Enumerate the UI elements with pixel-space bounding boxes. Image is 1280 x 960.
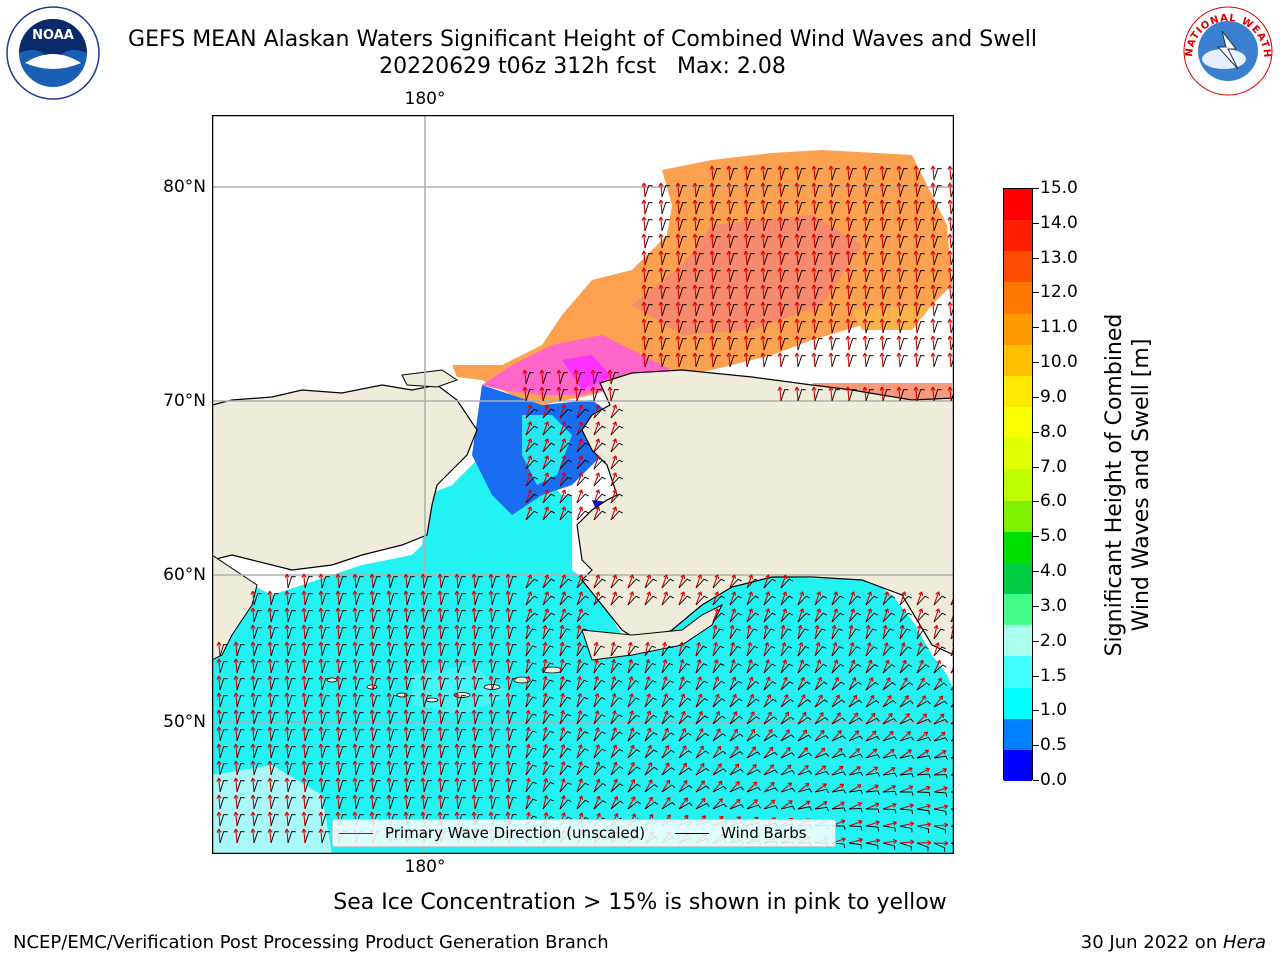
colorbar-tickmark bbox=[1033, 710, 1039, 712]
sea-ice-note: Sea Ice Concentration > 15% is shown in … bbox=[333, 890, 947, 915]
wind-legend-label: Wind Barbs bbox=[721, 824, 807, 842]
colorbar-tick-label: 11.0 bbox=[1040, 317, 1078, 338]
colorbar-tickmark bbox=[1033, 745, 1039, 747]
colorbar bbox=[1003, 188, 1033, 782]
colorbar-segment bbox=[1004, 189, 1032, 221]
colorbar-tick-label: 15.0 bbox=[1040, 178, 1078, 198]
colorbar-tickmark bbox=[1033, 501, 1039, 503]
lat-label-60n: 60°N bbox=[163, 565, 206, 585]
colorbar-tick-label: 2.0 bbox=[1040, 630, 1068, 651]
colorbar-segment bbox=[1004, 407, 1032, 439]
colorbar-segment bbox=[1004, 282, 1032, 315]
colorbar-label: Significant Height of Combined Wind Wave… bbox=[1101, 185, 1155, 785]
colorbar-segment bbox=[1004, 625, 1032, 657]
land-siberia bbox=[212, 384, 478, 571]
colorbar-tickmark bbox=[1033, 362, 1039, 364]
lon-label-top: 180° bbox=[404, 89, 446, 109]
colorbar-segment bbox=[1004, 251, 1032, 283]
colorbar-tickmark bbox=[1033, 327, 1039, 329]
colorbar-tick-label: 13.0 bbox=[1040, 247, 1078, 268]
colorbar-tick-label: 9.0 bbox=[1040, 386, 1068, 407]
colorbar-tick-label: 0.0 bbox=[1040, 770, 1068, 790]
colorbar-tickmark bbox=[1033, 396, 1039, 398]
colorbar-tickmark bbox=[1033, 571, 1039, 573]
lon-label-bottom: 180° bbox=[404, 857, 446, 877]
footer-host: Hera bbox=[1222, 932, 1266, 953]
colorbar-tick-label: 12.0 bbox=[1040, 282, 1078, 303]
colorbar-tick-label: 6.0 bbox=[1040, 491, 1068, 512]
colorbar-tick-label: 8.0 bbox=[1040, 421, 1068, 442]
colorbar-segment bbox=[1004, 687, 1032, 720]
footer-date: 30 Jun 2022 on Hera bbox=[1081, 932, 1266, 953]
colorbar-tickmark bbox=[1033, 257, 1039, 259]
colorbar-segment bbox=[1004, 562, 1032, 595]
colorbar-segment bbox=[1004, 220, 1032, 252]
colorbar-label-line1: Significant Height of Combined bbox=[1102, 313, 1127, 657]
colorbar-label-line2: Wind Waves and Swell [m] bbox=[1129, 338, 1154, 632]
colorbar-tickmark bbox=[1033, 292, 1039, 294]
chart-title: GEFS MEAN Alaskan Waters Significant Hei… bbox=[128, 27, 1037, 52]
noaa-logo-text: NOAA bbox=[32, 28, 74, 43]
colorbar-tick-label: 10.0 bbox=[1040, 352, 1078, 373]
wind-barbs bbox=[219, 168, 954, 853]
wave-legend-swatch bbox=[339, 832, 373, 834]
nws-logo: NATIONAL WEATHER SERVICE bbox=[1180, 3, 1274, 97]
colorbar-tickmark bbox=[1033, 466, 1039, 468]
colorbar-tick-label: 7.0 bbox=[1040, 456, 1068, 477]
colorbar-tickmark bbox=[1033, 431, 1039, 433]
lat-label-70n: 70°N bbox=[163, 391, 206, 411]
colorbar-tick-label: 1.0 bbox=[1040, 700, 1068, 721]
colorbar-segment bbox=[1004, 438, 1032, 470]
map-gridlines bbox=[212, 115, 954, 854]
lat-label-50n: 50°N bbox=[163, 712, 206, 732]
colorbar-tickmark bbox=[1033, 605, 1039, 607]
colorbar-tickmark bbox=[1033, 675, 1039, 677]
colorbar-segment bbox=[1004, 531, 1032, 564]
colorbar-segment bbox=[1004, 500, 1032, 533]
colorbar-tickmark bbox=[1033, 640, 1039, 642]
colorbar-tick-label: 1.5 bbox=[1040, 665, 1068, 686]
wind-legend-swatch bbox=[675, 832, 710, 834]
wave-legend-label: Primary Wave Direction (unscaled) bbox=[385, 824, 646, 842]
colorbar-segment bbox=[1004, 656, 1032, 689]
colorbar-segment bbox=[1004, 469, 1032, 502]
colorbar-tickmark bbox=[1033, 222, 1039, 224]
land-alaska bbox=[576, 369, 954, 656]
colorbar-segment bbox=[1004, 375, 1032, 408]
map-legend: Primary Wave Direction (unscaled) Wind B… bbox=[332, 819, 836, 847]
footer-date-text: 30 Jun 2022 on bbox=[1080, 932, 1223, 953]
colorbar-segment bbox=[1004, 749, 1032, 782]
footer-branch: NCEP/EMC/Verification Post Processing Pr… bbox=[13, 932, 609, 953]
chart-subtitle: 20220629 t06z 312h fcst Max: 2.08 bbox=[379, 54, 786, 79]
colorbar-segment bbox=[1004, 344, 1032, 377]
colorbar-tick-label: 3.0 bbox=[1040, 595, 1068, 616]
map-plot bbox=[212, 115, 954, 854]
colorbar-tickmark bbox=[1033, 780, 1039, 781]
noaa-logo: NOAA bbox=[6, 6, 100, 100]
colorbar-segment bbox=[1004, 313, 1032, 346]
lat-label-80n: 80°N bbox=[163, 177, 206, 197]
colorbar-segment bbox=[1004, 594, 1032, 626]
colorbar-tick-label: 14.0 bbox=[1040, 212, 1078, 233]
colorbar-tick-label: 0.5 bbox=[1040, 735, 1068, 756]
colorbar-tickmark bbox=[1033, 536, 1039, 538]
colorbar-tick-label: 4.0 bbox=[1040, 561, 1068, 582]
wave-direction-arrows bbox=[216, 165, 954, 846]
colorbar-tickmark bbox=[1033, 188, 1039, 189]
colorbar-segment bbox=[1004, 718, 1032, 751]
colorbar-tick-label: 5.0 bbox=[1040, 526, 1068, 547]
